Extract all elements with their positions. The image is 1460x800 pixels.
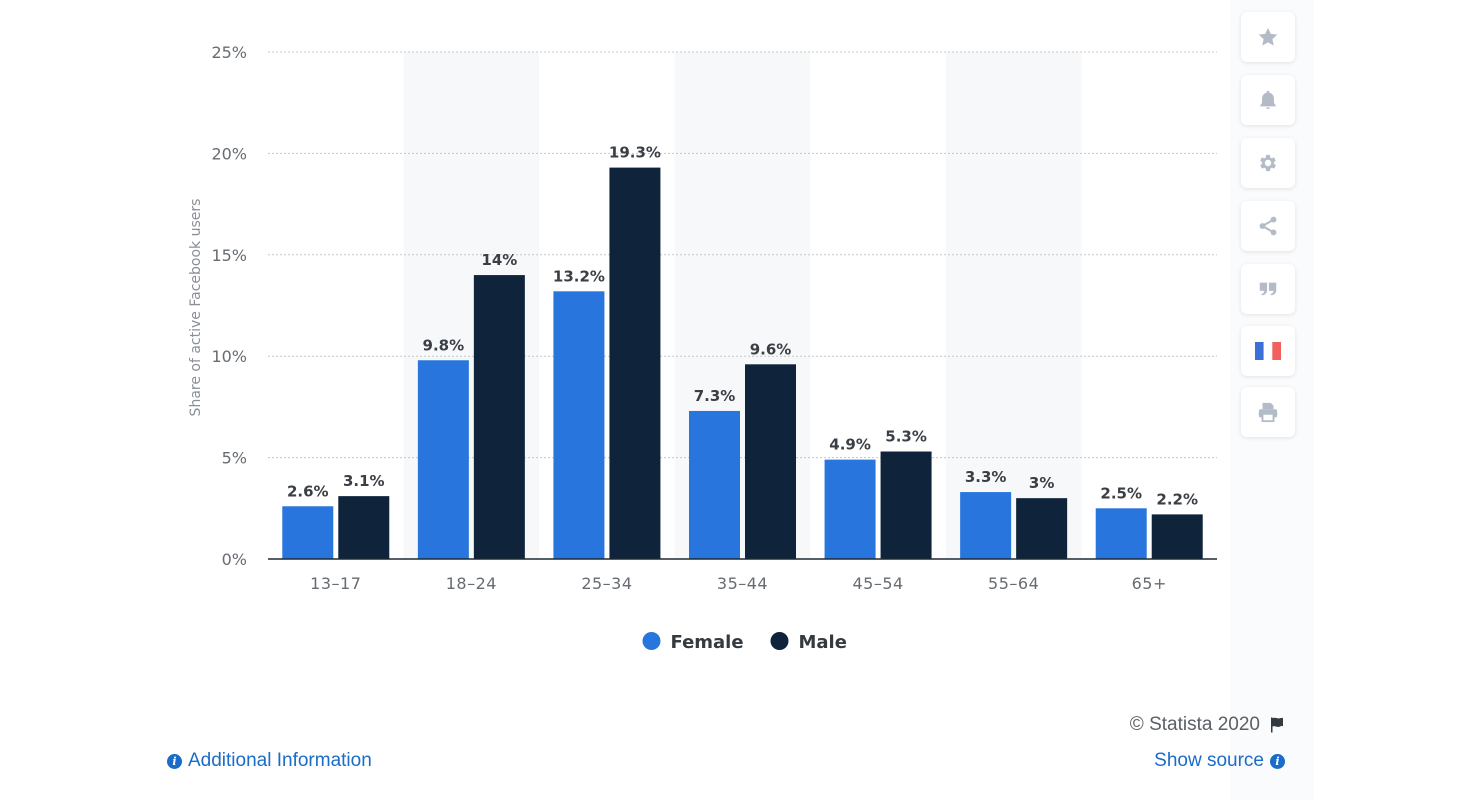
bar-male [338,496,390,559]
bar-female [960,492,1012,559]
bar-male [1151,514,1203,559]
data-label: 5.3% [885,428,927,446]
data-label: 14% [481,251,517,269]
additional-information-link[interactable]: i Additional Information [167,750,372,772]
x-tick-label: 25–34 [581,574,632,593]
y-axis-title: Share of active Facebook users [188,199,204,417]
language-button[interactable] [1241,326,1295,376]
show-source-link[interactable]: Show source i [1154,750,1285,772]
y-tick-label: 10% [211,347,247,366]
legend-marker [770,632,789,650]
flag-icon [1271,717,1283,733]
show-source-label: Show source [1154,750,1264,771]
y-tick-label: 0% [222,550,247,569]
info-icon: i [167,753,182,769]
legend-label: Female [671,632,744,653]
bar-female [282,506,334,559]
settings-button[interactable] [1241,138,1295,188]
y-tick-label: 25% [211,43,247,62]
bar-male [880,451,932,559]
bell-icon [1260,90,1276,110]
print-button[interactable] [1241,387,1295,437]
x-tick-label: 13–17 [310,574,361,593]
share-button[interactable] [1241,201,1295,251]
copyright-notice: © Statista 2020 [1130,714,1286,736]
copyright-text: © Statista 2020 [1129,714,1260,735]
star-icon [1258,27,1278,46]
bar-female [417,360,469,559]
data-label: 4.9% [829,436,871,454]
data-label: 3% [1029,474,1054,492]
additional-information-label: Additional Information [188,750,372,771]
y-tick-label: 15% [211,246,247,265]
data-label: 9.8% [423,336,465,354]
x-tick-label: 35–44 [717,574,768,593]
notification-button[interactable] [1241,75,1295,125]
data-label: 3.3% [965,468,1007,486]
legend-marker [642,632,661,650]
bar-male [745,364,796,559]
bar-male [609,167,661,559]
data-label: 19.3% [609,144,661,162]
category-band [945,52,1082,559]
x-tick-label: 45–54 [852,574,903,593]
y-tick-label: 20% [211,144,247,163]
gear-icon [1260,154,1276,172]
bar-female [824,459,876,559]
favorite-button[interactable] [1241,12,1295,62]
bar-male [1016,498,1068,559]
print-icon [1258,402,1278,423]
data-label: 3.1% [343,472,385,490]
x-tick-label: 55–64 [988,574,1039,593]
bar-chart: 0% 5% 10% 15% 20% 25% Share of active Facebook… [188,43,1217,653]
quote-icon [1259,282,1277,296]
x-tick-label: 65+ [1132,574,1167,593]
data-label: 9.6% [750,340,792,358]
data-label: 2.2% [1156,490,1198,508]
bar-female [689,410,740,559]
legend-label: Male [799,632,847,653]
cite-button[interactable] [1241,264,1295,314]
share-icon [1259,216,1277,236]
y-tick-label: 5% [222,449,247,468]
bar-female [553,291,605,559]
info-icon: i [1270,753,1285,769]
x-tick-label: 18–24 [446,574,497,593]
bar-male [473,275,525,559]
french-flag-icon [1255,342,1281,360]
bar-female [1095,508,1147,559]
data-label: 13.2% [553,267,605,285]
data-label: 2.6% [287,482,329,500]
data-label: 7.3% [694,387,736,405]
data-label: 2.5% [1100,484,1142,502]
